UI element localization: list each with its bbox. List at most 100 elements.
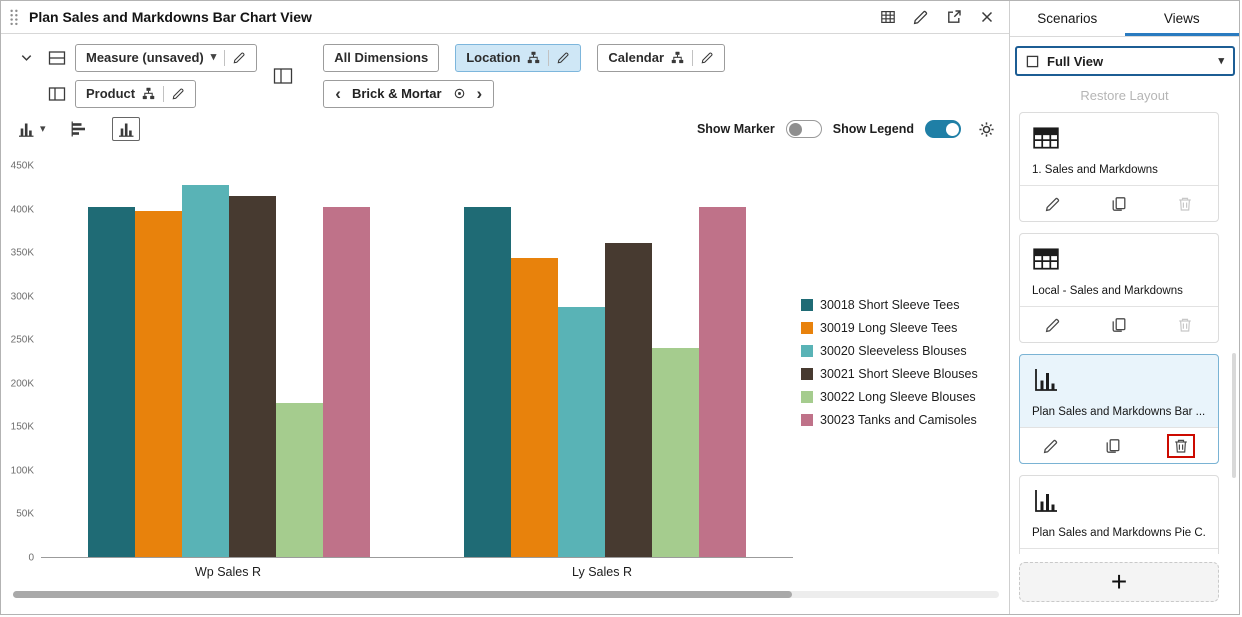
horizontal-bars-icon[interactable] — [70, 120, 88, 138]
bar[interactable] — [229, 196, 276, 557]
divider — [692, 49, 694, 66]
open-window-icon[interactable] — [946, 9, 962, 25]
caret-down-icon: ▾ — [1218, 54, 1224, 67]
chart-legend: 30018 Short Sleeve Tees 30019 Long Sleeve… — [793, 166, 1005, 558]
legend-item[interactable]: 30023 Tanks and Camisoles — [801, 413, 1005, 427]
rows-layout-icon[interactable] — [48, 50, 66, 66]
x-axis-labels: Wp Sales R Ly Sales R — [41, 558, 789, 579]
view-card-actions — [1020, 427, 1218, 463]
legend-label: 30019 Long Sleeve Tees — [820, 320, 958, 335]
bar[interactable] — [511, 258, 558, 557]
edit-view-button[interactable] — [1045, 317, 1061, 333]
x-axis-label: Ly Sales R — [572, 565, 632, 579]
edit-view-button[interactable] — [1043, 438, 1059, 454]
view-card-label: Local - Sales and Markdowns — [1032, 285, 1183, 297]
drag-handle-icon[interactable] — [9, 9, 19, 26]
edit-location-icon[interactable] — [557, 51, 570, 64]
show-marker-toggle[interactable] — [785, 120, 822, 138]
page-title: Plan Sales and Markdowns Bar Chart View — [29, 9, 312, 25]
bar-chart-icon — [17, 120, 35, 138]
sidebar-scrollbar-thumb[interactable] — [1232, 353, 1236, 478]
location-label: Location — [466, 50, 521, 65]
bar[interactable] — [276, 403, 323, 557]
bar[interactable] — [605, 243, 652, 557]
chart-type-controls: ▾ — [17, 117, 140, 141]
bar[interactable] — [323, 206, 370, 557]
y-tick-label: 350K — [10, 247, 34, 259]
edit-measure-icon[interactable] — [233, 51, 246, 64]
delete-view-button[interactable] — [1173, 438, 1189, 454]
view-title-bar: Plan Sales and Markdowns Bar Chart View — [1, 1, 1009, 34]
position-label: Brick & Mortar — [351, 86, 442, 101]
table-icon — [1032, 246, 1060, 272]
bar[interactable] — [699, 206, 746, 557]
legend-label: 30022 Long Sleeve Blouses — [820, 389, 976, 404]
calendar-button[interactable]: Calendar — [597, 43, 726, 72]
y-tick-label: 300K — [10, 291, 34, 303]
legend-swatch — [801, 344, 813, 357]
focus-target-icon[interactable] — [453, 87, 466, 100]
table-view-icon[interactable] — [880, 9, 896, 25]
edit-view-icon[interactable] — [913, 9, 929, 25]
duplicate-view-button[interactable] — [1111, 196, 1127, 212]
view-card-body: 1. Sales and Markdowns — [1020, 113, 1218, 185]
x-axis-label: Wp Sales R — [195, 565, 261, 579]
title-actions — [880, 9, 995, 25]
location-button[interactable]: Location — [455, 43, 582, 72]
bar-group — [464, 166, 746, 557]
view-card[interactable]: Plan Sales and Markdowns Pie C... — [1019, 475, 1219, 554]
show-legend-toggle[interactable] — [925, 120, 961, 138]
measure-dropdown[interactable]: Measure (unsaved) ▾ — [75, 43, 258, 72]
y-tick-label: 150K — [10, 421, 34, 433]
chart-type-selector[interactable]: ▾ — [17, 120, 46, 138]
y-tick-label: 250K — [10, 334, 34, 346]
bar[interactable] — [88, 206, 135, 557]
view-card[interactable]: Plan Sales and Markdowns Bar ... — [1019, 354, 1219, 464]
view-card-body: Plan Sales and Markdowns Bar ... — [1020, 355, 1218, 427]
columns-layout-icon[interactable] — [48, 86, 66, 102]
chart-area: 0 50K 100K 150K 200K 250K 300K 350K 400K 450K 300… — [1, 150, 1009, 564]
edit-product-icon[interactable] — [172, 87, 185, 100]
duplicate-view-button[interactable] — [1105, 438, 1121, 454]
view-card[interactable]: 1. Sales and Markdowns — [1019, 112, 1219, 222]
tab-scenarios[interactable]: Scenarios — [1037, 11, 1098, 26]
horizontal-scrollbar[interactable] — [13, 591, 999, 598]
next-position-button[interactable]: › — [476, 84, 483, 103]
edit-calendar-icon[interactable] — [701, 51, 714, 64]
view-card[interactable]: Local - Sales and Markdowns — [1019, 233, 1219, 343]
all-dimensions-button[interactable]: All Dimensions — [323, 43, 440, 72]
legend-swatch — [801, 390, 813, 403]
chart-controls-bar: ▾ Show Marker Show Legend — [1, 114, 1009, 150]
add-view-button[interactable]: + — [1019, 562, 1219, 602]
settings-gear-icon[interactable] — [978, 121, 995, 138]
chart-display-controls: Show Marker Show Legend — [697, 120, 995, 138]
legend-item[interactable]: 30019 Long Sleeve Tees — [801, 321, 1005, 335]
bar-group — [88, 166, 370, 557]
view-mode-dropdown[interactable]: Full View ▾ — [1015, 46, 1235, 76]
vertical-bars-toggle[interactable] — [111, 117, 140, 141]
legend-swatch — [801, 321, 813, 334]
y-tick-label: 50K — [16, 508, 34, 520]
legend-label: 30023 Tanks and Camisoles — [820, 412, 977, 427]
view-card-label: 1. Sales and Markdowns — [1032, 164, 1158, 176]
duplicate-view-button[interactable] — [1111, 317, 1127, 333]
page-layout-icon[interactable] — [273, 67, 293, 85]
chart-plot-area — [41, 166, 793, 558]
tab-views[interactable]: Views — [1124, 1, 1239, 36]
scrollbar-thumb[interactable] — [13, 591, 792, 598]
legend-item[interactable]: 30022 Long Sleeve Blouses — [801, 390, 1005, 404]
collapse-chevron-icon[interactable] — [19, 50, 34, 65]
bar[interactable] — [135, 211, 182, 557]
bar[interactable] — [652, 347, 699, 557]
legend-item[interactable]: 30020 Sleeveless Blouses — [801, 344, 1005, 358]
bar[interactable] — [558, 306, 605, 557]
product-button[interactable]: Product — [75, 79, 197, 108]
prev-position-button[interactable]: ‹ — [335, 84, 341, 103]
close-icon[interactable] — [979, 9, 995, 25]
legend-item[interactable]: 30018 Short Sleeve Tees — [801, 298, 1005, 312]
bar[interactable] — [182, 185, 229, 557]
legend-item[interactable]: 30021 Short Sleeve Blouses — [801, 367, 1005, 381]
bar[interactable] — [464, 206, 511, 557]
y-axis: 0 50K 100K 150K 200K 250K 300K 350K 400K 450K — [7, 161, 41, 564]
edit-view-button[interactable] — [1045, 196, 1061, 212]
